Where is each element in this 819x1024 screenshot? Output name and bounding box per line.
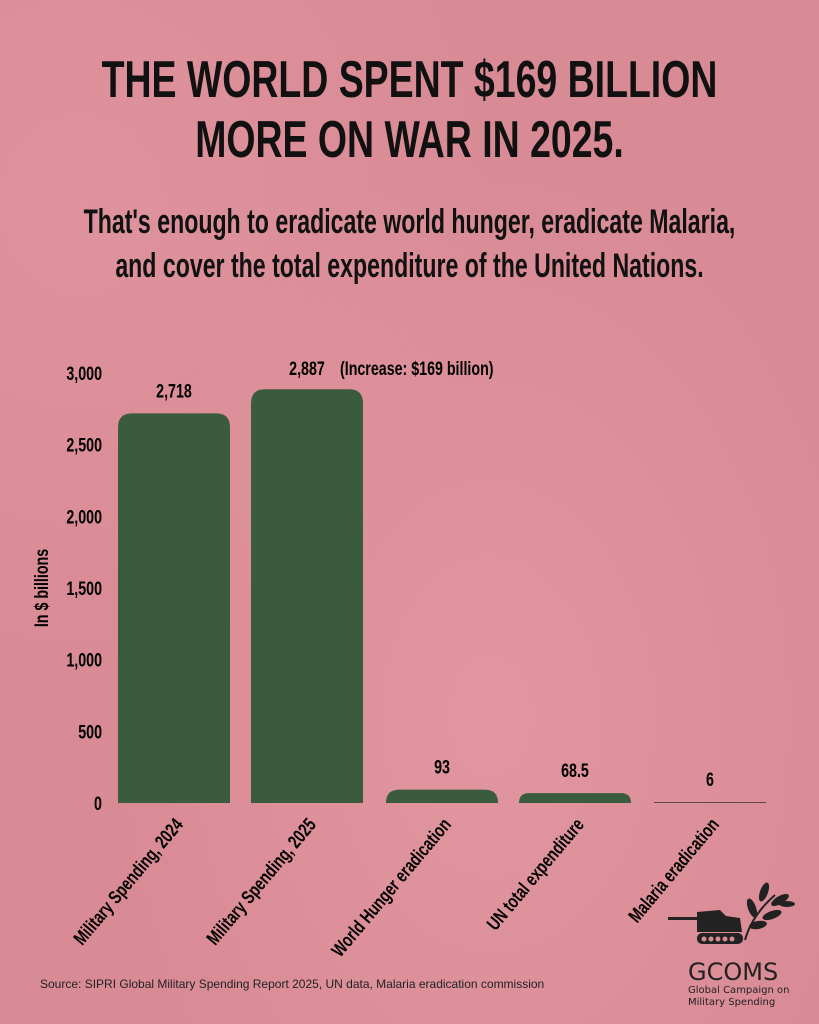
y-tick-label: 1,500 — [66, 578, 102, 599]
y-axis-label: In $ billions — [31, 549, 52, 627]
subtitle-line-1: That's enough to eradicate world hunger,… — [83, 203, 736, 241]
bar — [386, 789, 498, 803]
bar — [118, 413, 230, 803]
logo-sub-line-2: Military Spending — [688, 997, 776, 1008]
y-tick-label: 2,500 — [66, 435, 102, 456]
page-title: THE WORLD SPENT $169 BILLION MORE ON WAR… — [0, 50, 819, 170]
logo-subtitle: Global Campaign on Military Spending — [688, 985, 790, 1009]
subtitle-line-2: and cover the total expenditure of the U… — [115, 247, 704, 285]
y-tick-label: 2,000 — [66, 506, 102, 527]
x-tick-label: Malaria eradication — [624, 814, 723, 927]
title-line-2: MORE ON WAR IN 2025. — [195, 111, 624, 169]
data-label: 93 — [434, 757, 450, 778]
subtitle: That's enough to eradicate world hunger,… — [0, 200, 819, 288]
y-tick-label: 500 — [78, 721, 102, 742]
data-label: 2,718 — [156, 380, 192, 401]
data-label: 2,887 — [289, 358, 325, 379]
logo-sub-line-1: Global Campaign on — [688, 985, 790, 996]
source-note: Source: SIPRI Global Military Spending R… — [40, 977, 545, 991]
bar — [654, 802, 766, 803]
y-tick-label: 0 — [94, 793, 102, 814]
data-label: 68.5 — [561, 760, 589, 781]
bar — [251, 389, 363, 803]
y-tick-label: 3,000 — [66, 363, 102, 384]
x-tick-label: World Hunger eradication — [327, 814, 455, 961]
title-line-1: THE WORLD SPENT $169 BILLION — [101, 51, 718, 109]
y-tick-label: 1,000 — [66, 650, 102, 671]
bar — [519, 793, 631, 803]
x-tick-label: Military Spending, 2025 — [202, 814, 320, 949]
data-label: 6 — [706, 769, 714, 790]
x-tick-label: Military Spending, 2024 — [69, 814, 188, 949]
increase-annotation: (Increase: $169 billion) — [340, 358, 494, 379]
logo-name: GCOMS — [688, 958, 779, 986]
x-tick-label: UN total expenditure — [482, 814, 588, 934]
